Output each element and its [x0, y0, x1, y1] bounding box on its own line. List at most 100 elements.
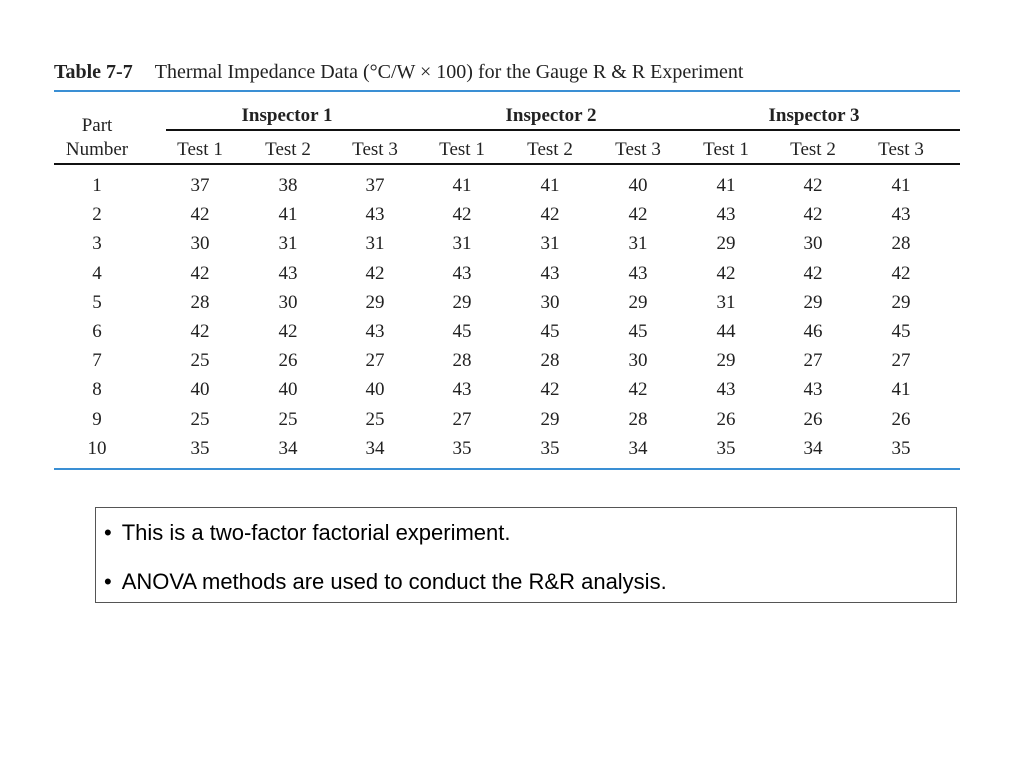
table-cell: 43 [452, 262, 472, 284]
part-number-cell: 8 [92, 379, 102, 401]
part-number-cell: 10 [87, 437, 107, 459]
table-cell: 43 [716, 379, 736, 401]
table-cell: 42 [540, 379, 560, 401]
table-cell: 28 [540, 350, 560, 372]
table-cell: 42 [628, 379, 648, 401]
test-header: Test 2 [527, 139, 573, 160]
part-number-cell: 4 [92, 262, 102, 284]
test-header: Test 3 [878, 139, 924, 160]
table-cell: 28 [452, 350, 472, 372]
table-cell: 40 [190, 379, 210, 401]
test-header: Test 2 [265, 139, 311, 160]
table-cell: 42 [365, 262, 385, 284]
test-header: Test 1 [177, 139, 223, 160]
note-text: This is a two-factor factorial experimen… [121, 520, 511, 545]
part-number-cell: 9 [92, 408, 102, 430]
test-header: Test 3 [615, 139, 661, 160]
table-cell: 37 [365, 175, 385, 196]
table-cell: 43 [278, 262, 298, 284]
table-cell: 26 [891, 408, 911, 430]
table-cell: 28 [190, 291, 210, 313]
part-number-cell: 2 [92, 204, 102, 226]
table-cell: 25 [365, 408, 385, 430]
table-cell: 41 [716, 175, 736, 196]
table-cell: 29 [628, 291, 648, 313]
table-cell: 30 [278, 291, 298, 313]
table-cell: 41 [452, 175, 472, 196]
table-cell: 25 [190, 350, 210, 372]
table-cell: 43 [540, 262, 560, 284]
table-cell: 29 [716, 233, 736, 255]
table-cell: 42 [452, 204, 472, 226]
table-cell: 46 [803, 321, 823, 342]
test-header: Test 1 [439, 139, 485, 160]
table-cell: 26 [716, 408, 736, 430]
table-cell: 34 [278, 437, 298, 459]
table-cell: 26 [803, 408, 823, 430]
inspector-header: Inspector 1 [241, 105, 333, 126]
table-cell: 27 [365, 350, 385, 372]
table-cell: 35 [891, 437, 911, 459]
table-cell: 45 [891, 321, 911, 342]
note-item: • ANOVA methods are used to conduct the R… [104, 569, 667, 595]
bullet-icon: • [104, 520, 112, 545]
table-cell: 35 [452, 437, 472, 459]
table-cell: 27 [452, 408, 472, 430]
table-cell: 42 [803, 175, 823, 196]
part-number-cell: 1 [92, 175, 102, 196]
table-bottom-rule [54, 468, 960, 470]
table-cell: 38 [278, 175, 298, 196]
table-cell: 31 [716, 291, 736, 313]
table-cell: 42 [716, 262, 736, 284]
inspector-header: Inspector 3 [768, 105, 860, 126]
part-number-cell: 3 [92, 233, 102, 255]
table-cell: 35 [540, 437, 560, 459]
test-header: Test 2 [790, 139, 836, 160]
table-cell: 43 [628, 262, 648, 284]
table-cell: 43 [803, 379, 823, 401]
table-cell: 30 [190, 233, 210, 255]
table-cell: 34 [365, 437, 385, 459]
bullet-icon: • [104, 569, 112, 594]
table-cell: 25 [278, 408, 298, 430]
table-cell: 42 [540, 204, 560, 226]
note-text: ANOVA methods are used to conduct the R&… [121, 569, 667, 594]
table-cell: 35 [190, 437, 210, 459]
table-cell: 27 [891, 350, 911, 372]
table-cell: 43 [365, 321, 385, 342]
table-cell: 40 [365, 379, 385, 401]
table-cell: 41 [278, 204, 298, 226]
inspector-underline [166, 129, 960, 131]
part-number-cell: 5 [92, 291, 102, 313]
part-header: Part [81, 115, 113, 136]
table-cell: 41 [891, 379, 911, 401]
table-cell: 29 [540, 408, 560, 430]
table-cell: 31 [365, 233, 385, 255]
header-bottom-rule [54, 163, 960, 165]
table-cell: 31 [540, 233, 560, 255]
table-cell: 29 [803, 291, 823, 313]
table-caption: Table 7-7 Thermal Impedance Data (°C/W × … [54, 61, 743, 84]
table-cell: 29 [452, 291, 472, 313]
table-cell: 25 [190, 408, 210, 430]
table-cell: 30 [803, 233, 823, 255]
table-cell: 45 [540, 321, 560, 342]
table-cell: 30 [628, 350, 648, 372]
table-cell: 41 [540, 175, 560, 196]
table-cell: 40 [628, 175, 648, 196]
notes-box: • This is a two-factor factorial experime… [95, 507, 957, 603]
part-number-cell: 7 [92, 350, 102, 372]
note-item: • This is a two-factor factorial experime… [104, 520, 511, 546]
table-cell: 31 [628, 233, 648, 255]
table-cell: 42 [190, 204, 210, 226]
table-cell: 43 [452, 379, 472, 401]
table-title: Thermal Impedance Data (°C/W × 100) for … [154, 61, 744, 83]
part-number-cell: 6 [92, 321, 102, 342]
table-cell: 45 [628, 321, 648, 342]
table-cell: 45 [452, 321, 472, 342]
table-cell: 29 [716, 350, 736, 372]
table-cell: 43 [716, 204, 736, 226]
table-cell: 35 [716, 437, 736, 459]
table-cell: 30 [540, 291, 560, 313]
table-cell: 42 [803, 204, 823, 226]
